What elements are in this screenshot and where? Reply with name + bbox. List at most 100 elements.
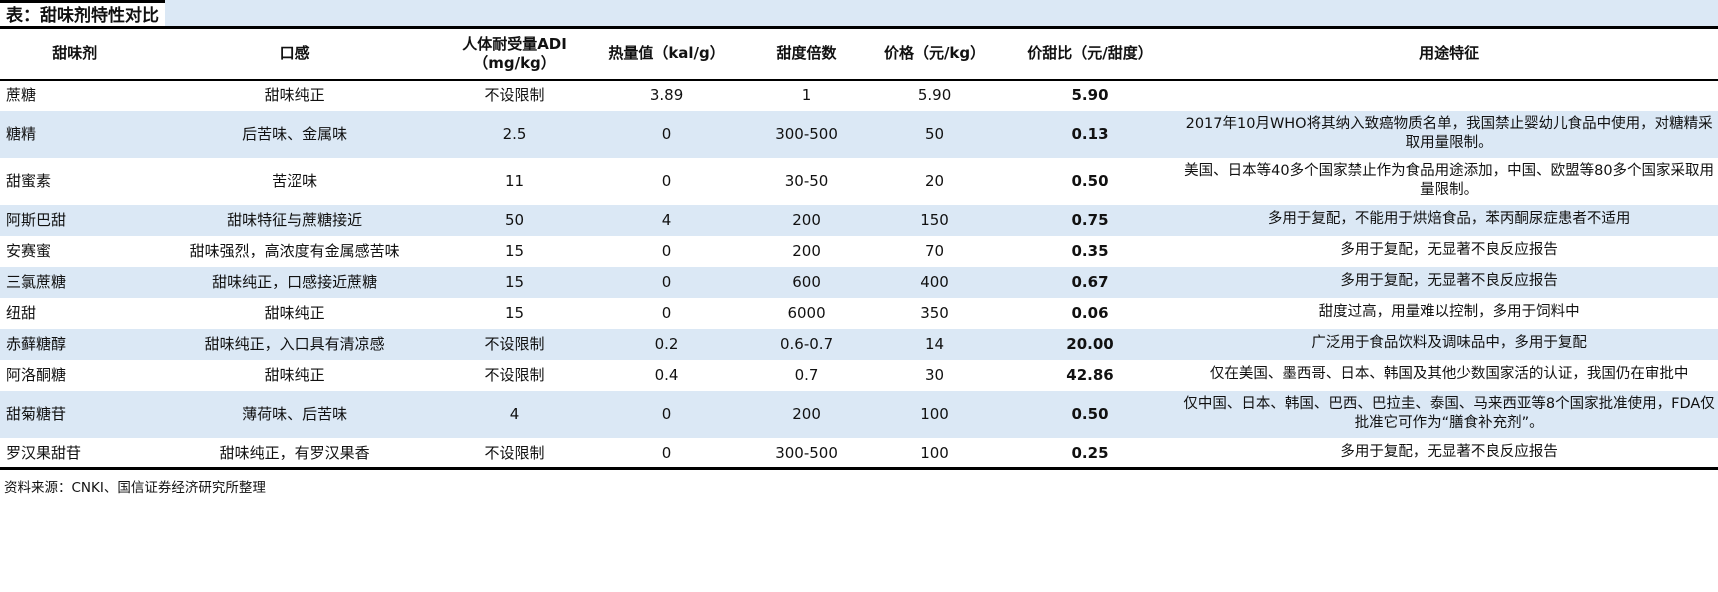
cell-usage: 多用于复配，无显著不良反应报告 [1340, 273, 1558, 290]
cell-adi: 15 [504, 304, 525, 323]
cell-taste: 甜味纯正 [264, 366, 325, 385]
cell-taste: 苦涩味 [272, 172, 318, 191]
cell-name: 罗汉果甜苷 [6, 443, 82, 462]
cell-ratio: 0.13 [1071, 124, 1109, 143]
cell-usage: 多用于复配，无显著不良反应报告 [1340, 443, 1558, 460]
cell-name: 甜菊糖苷 [6, 405, 67, 424]
header-sweetener: 甜味剂 [0, 29, 150, 81]
cell-usage: 仅中国、日本、韩国、巴西、巴拉圭、泰国、马来西亚等8个国家批准使用，FDA仅批准… [1183, 395, 1715, 432]
cell-taste: 甜味强烈，高浓度有金属感苦味 [189, 242, 400, 261]
cell-adi: 11 [504, 172, 525, 191]
cell-sweetness: 200 [792, 242, 821, 261]
cell-taste: 薄荷味、后苦味 [242, 405, 348, 424]
header-row: 甜味剂 口感 人体耐受量ADI （mg/kg） 热量值（kal/g） 甜度倍数 … [0, 29, 1718, 81]
cell-calorie: 0.4 [654, 366, 679, 385]
cell-ratio: 0.35 [1071, 242, 1109, 261]
cell-sweetness: 300-500 [775, 443, 838, 462]
cell-usage [1180, 80, 1718, 111]
cell-adi: 2.5 [502, 124, 527, 143]
cell-price: 14 [925, 335, 945, 354]
cell-ratio: 0.50 [1071, 405, 1109, 424]
header-ratio: 价甜比（元/甜度） [999, 29, 1181, 81]
cell-usage: 多用于复配，无显著不良反应报告 [1340, 242, 1558, 259]
cell-sweetness: 300-500 [775, 124, 838, 143]
table-row: 安赛蜜 甜味强烈，高浓度有金属感苦味 15 0 200 70 0.35 多用于复配，无显著不良… [0, 235, 1718, 267]
sweetener-comparison-table: 甜味剂 口感 人体耐受量ADI （mg/kg） 热量值（kal/g） 甜度倍数 … [0, 29, 1718, 471]
table-header: 甜味剂 口感 人体耐受量ADI （mg/kg） 热量值（kal/g） 甜度倍数 … [0, 29, 1718, 81]
cell-usage: 仅在美国、墨西哥、日本、韩国及其他少数国家活的认证，我国仍在审批中 [1209, 366, 1689, 383]
cell-name: 赤藓糖醇 [6, 335, 67, 354]
cell-name: 三氯蔗糖 [6, 273, 67, 292]
header-price: 价格（元/kg） [869, 29, 1000, 81]
cell-name: 安赛蜜 [6, 242, 52, 261]
cell-taste: 甜味特征与蔗糖接近 [227, 211, 363, 230]
cell-adi: 50 [504, 211, 525, 230]
cell-sweetness: 1 [801, 86, 812, 105]
cell-calorie: 0 [661, 242, 672, 261]
table-title: 表：甜味剂特性对比 [0, 0, 165, 26]
cell-adi: 不设限制 [484, 86, 545, 105]
cell-ratio: 0.67 [1071, 273, 1109, 292]
cell-price: 20 [925, 172, 945, 191]
cell-name: 甜蜜素 [6, 172, 52, 191]
cell-name: 纽甜 [6, 304, 37, 323]
table-body: 蔗糖 甜味纯正 不设限制 3.89 1 5.90 5.90 糖精 后苦味、金属味 2.5 0 300-… [0, 79, 1718, 469]
table-row: 蔗糖 甜味纯正 不设限制 3.89 1 5.90 5.90 [0, 79, 1718, 111]
cell-sweetness: 30-50 [784, 172, 829, 191]
cell-calorie: 0 [661, 405, 672, 424]
cell-price: 100 [920, 405, 949, 424]
table-row: 甜菊糖苷 薄荷味、后苦味 4 0 200 100 0.50 仅中国、日本、韩国、巴西、巴拉圭、… [0, 390, 1718, 438]
cell-ratio: 20.00 [1066, 335, 1114, 354]
cell-adi: 不设限制 [484, 335, 545, 354]
cell-ratio: 42.86 [1066, 366, 1114, 385]
cell-ratio: 0.75 [1071, 211, 1109, 230]
cell-sweetness: 0.7 [794, 366, 819, 385]
table-row: 糖精 后苦味、金属味 2.5 0 300-500 50 0.13 2017年10月WHO将其纳… [0, 110, 1718, 158]
cell-adi: 不设限制 [484, 443, 545, 462]
cell-ratio: 5.90 [1071, 86, 1109, 105]
cell-price: 150 [920, 211, 949, 230]
source-note: 资料来源：CNKI、国信证券经济研究所整理 [4, 480, 266, 497]
title-bar: 表：甜味剂特性对比 [0, 0, 1718, 29]
cell-price: 350 [920, 304, 949, 323]
cell-price: 30 [925, 366, 945, 385]
cell-taste: 甜味纯正 [264, 86, 325, 105]
header-usage: 用途特征 [1180, 29, 1718, 81]
cell-calorie: 0 [661, 304, 672, 323]
cell-ratio: 0.50 [1071, 172, 1109, 191]
header-adi: 人体耐受量ADI （mg/kg） [439, 29, 590, 81]
cell-price: 5.90 [917, 86, 952, 105]
cell-adi: 15 [504, 273, 525, 292]
cell-name: 蔗糖 [6, 86, 37, 105]
cell-taste: 甜味纯正，入口具有清凉感 [204, 335, 385, 354]
cell-calorie: 0 [661, 443, 672, 462]
cell-sweetness: 0.6-0.7 [780, 335, 834, 354]
table-row: 阿洛酮糖 甜味纯正 不设限制 0.4 0.7 30 42.86 仅在美国、墨西哥、日本、韩国及… [0, 359, 1718, 391]
cell-calorie: 0 [661, 172, 672, 191]
cell-sweetness: 600 [792, 273, 821, 292]
cell-usage: 广泛用于食品饮料及调味品中，多用于复配 [1311, 335, 1587, 352]
table-row: 赤藓糖醇 甜味纯正，入口具有清凉感 不设限制 0.2 0.6-0.7 14 20.00 广泛用… [0, 328, 1718, 360]
cell-calorie: 0 [661, 273, 672, 292]
cell-taste: 甜味纯正，口感接近蔗糖 [212, 273, 378, 292]
cell-adi: 4 [509, 405, 520, 424]
cell-ratio: 0.25 [1071, 443, 1109, 462]
header-calorie: 热量值（kal/g） [589, 29, 744, 81]
cell-name: 糖精 [6, 124, 37, 143]
cell-taste: 甜味纯正 [264, 304, 325, 323]
cell-usage: 2017年10月WHO将其纳入致癌物质名单，我国禁止婴幼儿食品中使用，对糖精采取… [1185, 115, 1713, 152]
cell-usage: 美国、日本等40多个国家禁止作为食品用途添加，中国、欧盟等80多个国家采取用量限… [1184, 162, 1715, 199]
cell-adi: 不设限制 [484, 366, 545, 385]
cell-calorie: 3.89 [649, 86, 684, 105]
cell-price: 50 [925, 124, 945, 143]
cell-sweetness: 6000 [787, 304, 826, 323]
cell-ratio: 0.06 [1071, 304, 1109, 323]
cell-price: 100 [920, 443, 949, 462]
cell-price: 70 [925, 242, 945, 261]
table-row: 甜蜜素 苦涩味 11 0 30-50 20 0.50 美国、日本等40多个国家禁止作为食品用途… [0, 157, 1718, 205]
cell-price: 400 [920, 273, 949, 292]
table-row: 三氯蔗糖 甜味纯正，口感接近蔗糖 15 0 600 400 0.67 多用于复配，无显著不良反… [0, 266, 1718, 298]
cell-calorie: 4 [661, 211, 672, 230]
cell-sweetness: 200 [792, 405, 821, 424]
